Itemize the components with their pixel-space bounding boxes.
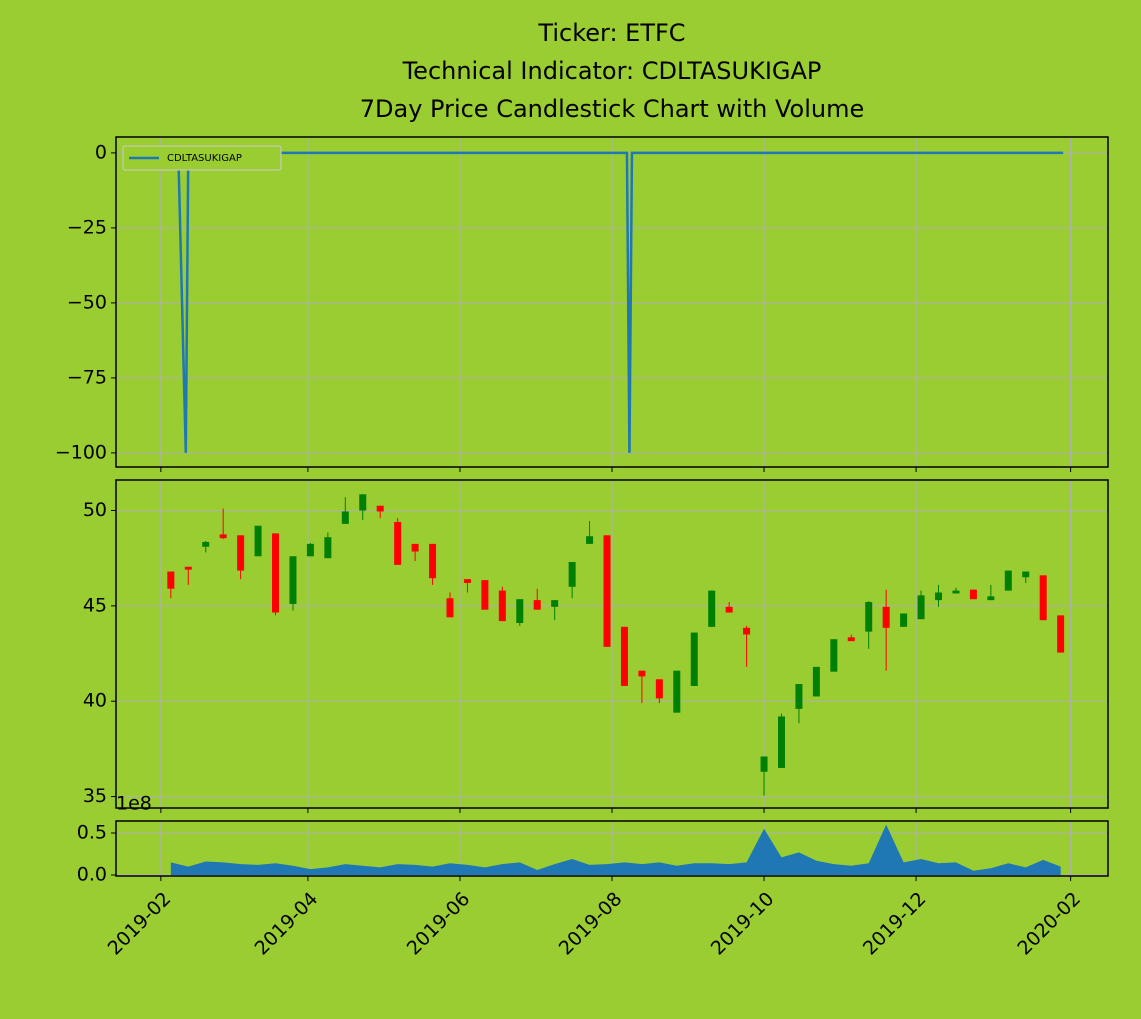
candle-body: [411, 543, 419, 552]
y-tick-label: 50: [83, 499, 107, 521]
candle-body: [760, 756, 768, 772]
y-tick-label: −75: [67, 366, 107, 388]
candle-body: [551, 600, 559, 607]
candle-body: [498, 590, 506, 622]
candle-body: [324, 537, 332, 559]
title-line: Ticker: ETFC: [537, 19, 685, 47]
title-line: Technical Indicator: CDLTASUKIGAP: [402, 57, 822, 85]
offset-text: 1e8: [116, 793, 152, 815]
candle-body: [184, 566, 192, 570]
legend-box: [122, 145, 282, 171]
candle-body: [1057, 615, 1065, 653]
candle-body: [481, 580, 489, 610]
candle-body: [673, 670, 681, 713]
candle-body: [917, 595, 925, 620]
candle-body: [463, 579, 471, 583]
candle-body: [394, 521, 402, 565]
candle-body: [969, 589, 977, 600]
candle-body: [167, 571, 175, 589]
candle-body: [237, 535, 245, 571]
candle-body: [586, 536, 594, 544]
candle-body: [900, 613, 908, 627]
candle-body: [446, 598, 454, 618]
candle-body: [690, 632, 698, 686]
y-tick-label: 0.0: [77, 863, 107, 885]
candle-body: [254, 525, 262, 557]
candle-body: [1004, 570, 1012, 591]
candle-body: [882, 606, 890, 628]
candle-body: [795, 684, 803, 709]
candle-body: [429, 543, 437, 579]
y-tick-label: −100: [55, 441, 107, 463]
candle-body: [603, 535, 611, 647]
candle-body: [620, 626, 628, 686]
candle-body: [812, 666, 820, 697]
candle-body: [359, 494, 367, 511]
candle-body: [1039, 575, 1047, 621]
y-tick-label: −50: [67, 291, 107, 313]
candle-body: [516, 599, 524, 624]
candle-body: [987, 596, 995, 601]
candle-body: [1022, 571, 1030, 578]
candle-body: [865, 602, 873, 632]
candle-body: [272, 533, 280, 613]
y-tick-label: 40: [83, 690, 107, 712]
legend-label: CDLTASUKIGAP: [167, 153, 242, 164]
y-tick-label: 45: [83, 594, 107, 616]
indicator-line: [175, 151, 1064, 453]
candle-body: [655, 679, 663, 699]
y-tick-label: −25: [67, 216, 107, 238]
candle-body: [568, 562, 576, 587]
candle-body: [777, 716, 785, 768]
volume-area: [170, 824, 1061, 875]
candle-body: [219, 534, 227, 539]
candle-body: [306, 543, 314, 557]
axes-frame: [115, 820, 1109, 877]
candle-body: [376, 505, 384, 512]
title-line: 7Day Price Candlestick Chart with Volume: [360, 95, 865, 123]
y-tick-label: 0.5: [77, 822, 107, 844]
candle-body: [202, 541, 210, 547]
axes-frame: [115, 136, 1109, 468]
candle-body: [847, 637, 855, 642]
y-tick-label: 35: [83, 785, 107, 807]
candle-body: [341, 511, 349, 524]
candle-body: [935, 592, 943, 601]
candle-body: [743, 627, 751, 635]
candle-body: [708, 590, 716, 627]
candle-body: [638, 670, 646, 677]
y-tick-label: 0: [95, 141, 107, 163]
candle-body: [533, 600, 541, 610]
candle-body: [830, 639, 838, 672]
axes-frame: [115, 479, 1109, 809]
candle-body: [725, 606, 733, 613]
candle-body: [289, 556, 297, 604]
candle-body: [952, 590, 960, 594]
